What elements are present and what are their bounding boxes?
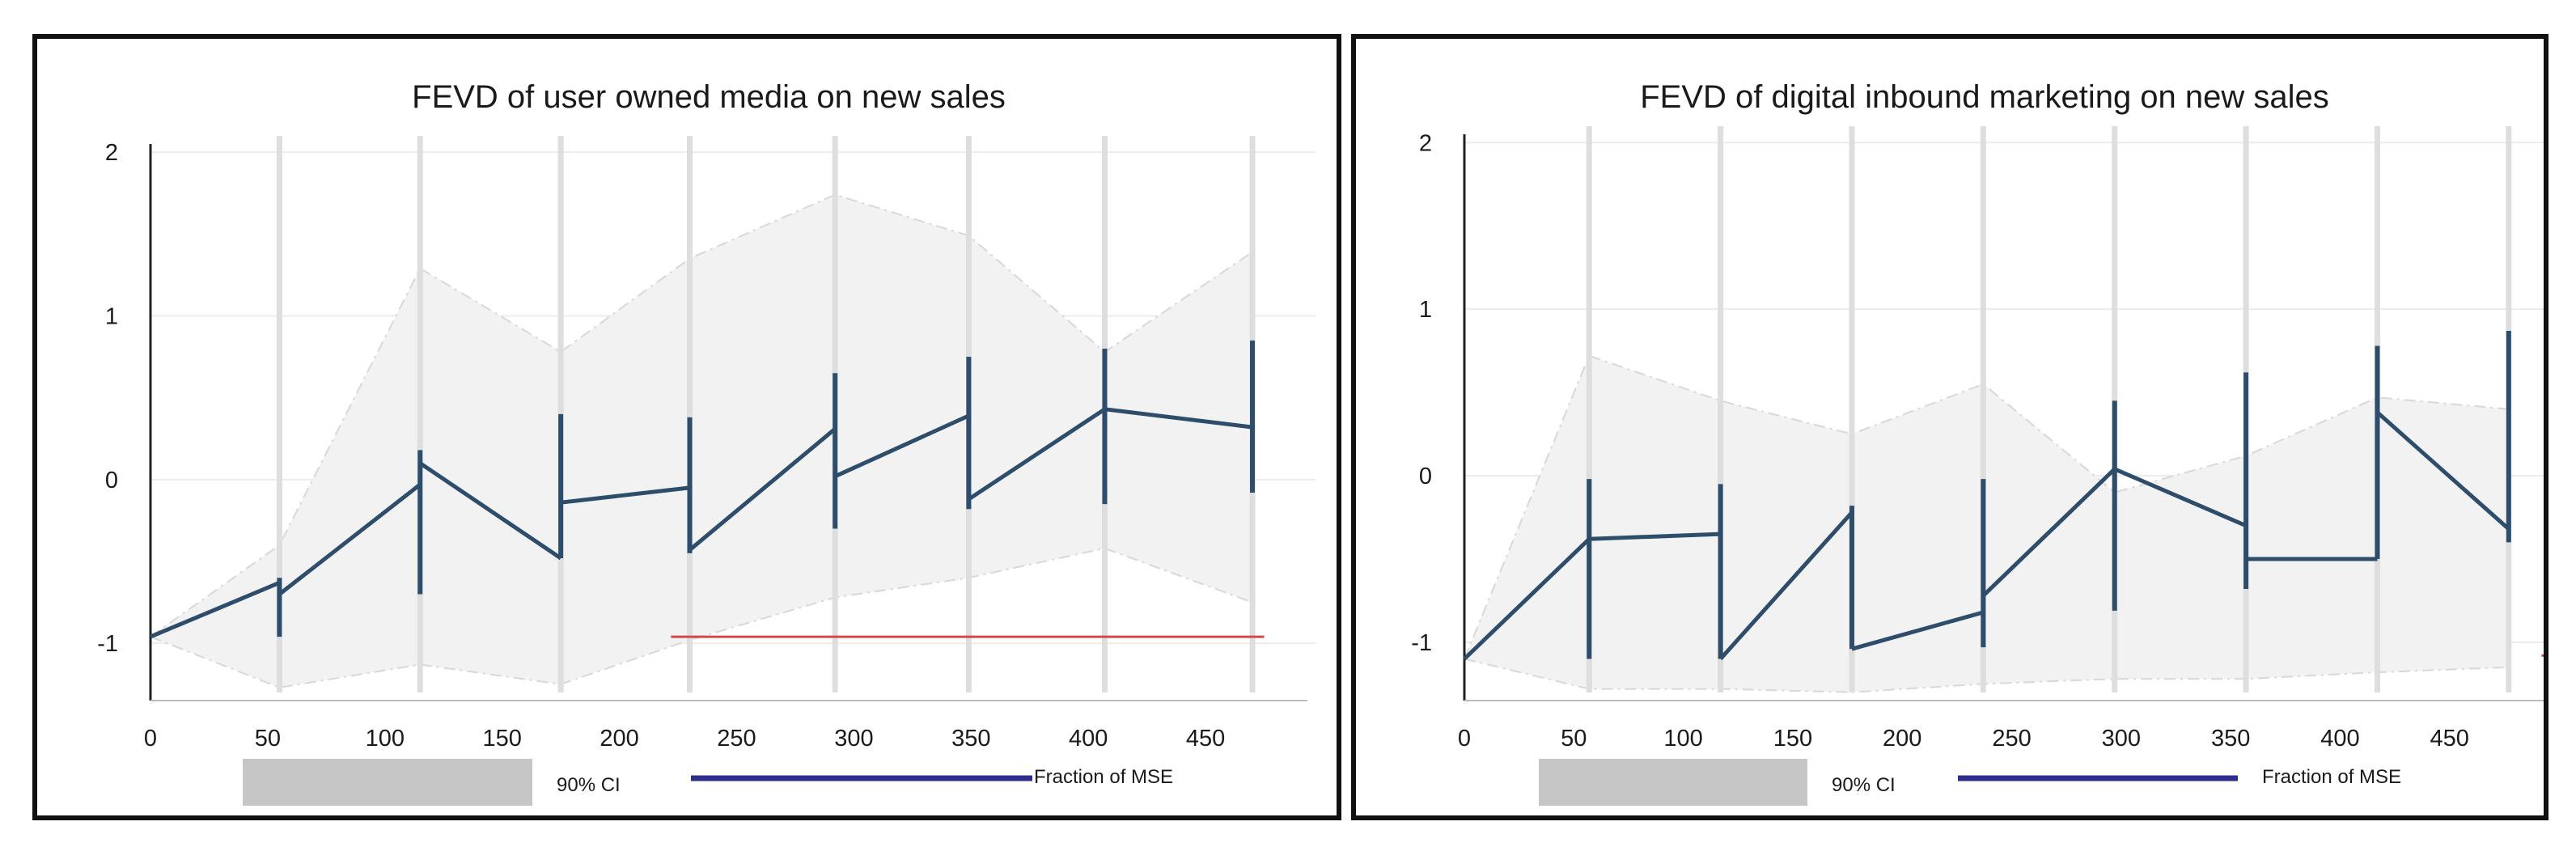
x-tick-label: 250 — [1992, 726, 2031, 752]
ci-band — [1464, 355, 2509, 692]
y-tick-label: -1 — [97, 631, 118, 657]
series-segment — [278, 482, 422, 596]
series-segment — [1851, 610, 1985, 651]
ci-band — [150, 194, 1252, 688]
x-tick-label: 350 — [2211, 726, 2250, 752]
x-tick-label: 450 — [1186, 726, 1225, 752]
series-segment — [1718, 510, 1854, 661]
y-tick-label: 0 — [1419, 464, 1432, 489]
chart-title: FEVD of digital inbound marketing on new… — [1640, 79, 2329, 115]
legend-ci-swatch — [1539, 759, 1807, 806]
series-segment — [2375, 410, 2510, 531]
y-tick-label: 1 — [105, 303, 118, 329]
x-tick-label: 50 — [1561, 726, 1587, 752]
series-segment — [418, 461, 562, 561]
x-tick-label: 200 — [600, 726, 638, 752]
legend-ci-swatch — [243, 759, 532, 806]
x-tick-label: 100 — [1663, 726, 1702, 752]
series-segment — [1104, 407, 1253, 430]
x-tick-label: 300 — [834, 726, 873, 752]
series-segment — [560, 485, 690, 505]
series-segment — [150, 580, 281, 639]
series-segment — [1589, 531, 1721, 541]
y-tick-label: 2 — [1419, 130, 1432, 156]
x-tick-label: 200 — [1883, 726, 1921, 752]
series-segment — [834, 413, 970, 479]
series-segment — [2113, 467, 2248, 528]
fevd-digital-inbound-panel: FEVD of digital inbound marketing on new… — [1351, 34, 2548, 820]
x-tick-label: 100 — [366, 726, 405, 752]
series-segment — [688, 427, 837, 552]
x-tick-label: 50 — [255, 726, 281, 752]
y-tick-label: 1 — [1419, 297, 1432, 323]
x-tick-label: 400 — [1069, 726, 1108, 752]
x-tick-label: 350 — [951, 726, 990, 752]
x-tick-label: 400 — [2320, 726, 2359, 752]
y-tick-label: -1 — [1411, 630, 1432, 656]
x-tick-label: 150 — [482, 726, 521, 752]
legend-mse-label: Fraction of MSE — [1034, 766, 1173, 788]
legend-ci-label: 90% CI — [557, 774, 621, 796]
y-tick-label: 2 — [105, 140, 118, 166]
x-tick-label: 0 — [1458, 726, 1471, 752]
ci-lower-bound — [150, 547, 1253, 688]
x-tick-label: 450 — [2430, 726, 2469, 752]
x-tick-label: 0 — [144, 726, 157, 752]
legend-ci-label: 90% CI — [1832, 774, 1896, 796]
series-segment — [1463, 537, 1591, 661]
fevd-user-owned-media-chart: FEVD of user owned media on new sales -1 0… — [97, 79, 1316, 806]
fevd-user-owned-media-panel: FEVD of user owned media on new sales -1 0… — [32, 34, 1341, 820]
series-segment — [968, 407, 1106, 502]
x-tick-label: 150 — [1773, 726, 1812, 752]
y-tick-label: 0 — [105, 468, 118, 493]
fevd-digital-inbound-chart: FEVD of digital inbound marketing on new… — [1411, 79, 2544, 806]
x-tick-label: 300 — [2102, 726, 2141, 752]
x-tick-label: 250 — [717, 726, 756, 752]
legend-mse-label: Fraction of MSE — [2262, 766, 2401, 788]
chart-title: FEVD of user owned media on new sales — [412, 79, 1006, 115]
series-segment — [1981, 468, 2116, 598]
